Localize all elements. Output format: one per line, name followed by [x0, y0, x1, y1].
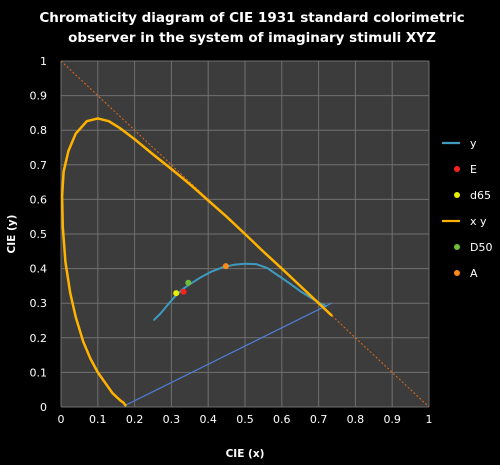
legend-d65-swatch [454, 192, 460, 198]
legend-x-y-label: x y [470, 215, 487, 228]
legend-e-label: E [470, 163, 477, 176]
legend-y-label: y [470, 137, 477, 150]
legend-d50-swatch [454, 244, 460, 250]
legend-d65-label: d65 [470, 189, 491, 202]
x-tick-label: 0.3 [163, 413, 181, 426]
legend-d50-label: D50 [470, 241, 492, 254]
y-tick-label: 0.1 [30, 366, 48, 379]
purple-line [125, 302, 332, 406]
x-tick-label: 0 [58, 413, 65, 426]
y-tick-label: 0.5 [30, 228, 48, 241]
chart-title: Chromaticity diagram of CIE 1931 standar… [39, 10, 464, 46]
y-tick-label: 0.4 [30, 263, 48, 276]
x-tick-label: 0.2 [126, 413, 144, 426]
y-axis-label: CIE (y) [6, 215, 18, 254]
series-y-line [153, 262, 327, 321]
x-tick-label: 0.4 [199, 413, 217, 426]
series-e-point [180, 288, 187, 295]
x-tick-label: 0.8 [347, 413, 365, 426]
tick-labels: 0 0.1 0.2 0.3 0.4 0.5 0.6 0.7 0.8 0.9 1 0 0.1 0.2 0.3 0… [30, 55, 433, 426]
x-tick-label: 0.9 [383, 413, 401, 426]
x-tick-label: 0.5 [236, 413, 254, 426]
series-d65-point [173, 290, 180, 297]
series [60, 60, 430, 408]
y-tick-label: 0.8 [30, 124, 48, 137]
y-tick-label: 1 [40, 55, 47, 68]
legend-e-swatch [454, 166, 460, 172]
series-d50-point [185, 279, 192, 286]
y-tick-label: 0.3 [30, 297, 48, 310]
y-tick-label: 0.6 [30, 193, 48, 206]
x-tick-label: 0.1 [89, 413, 107, 426]
series-x-y-line [60, 117, 333, 407]
chart-title-line-2: observer in the system of imaginary stim… [68, 30, 436, 46]
x-tick-label: 1 [426, 413, 433, 426]
x-tick-label: 0.6 [273, 413, 291, 426]
grid [60, 60, 430, 408]
chart-title-line-1: Chromaticity diagram of CIE 1931 standar… [39, 10, 464, 26]
x-tick-label: 0.7 [310, 413, 328, 426]
y-tick-label: 0.2 [30, 332, 48, 345]
legend-a-label: A [470, 267, 478, 280]
y-tick-label: 0 [40, 401, 47, 414]
y-tick-label: 0.7 [30, 159, 48, 172]
x-axis-label: CIE (x) [226, 448, 265, 460]
legend-a-swatch [454, 270, 460, 276]
y-tick-label: 0.9 [30, 90, 48, 103]
series-a-point [222, 263, 229, 270]
